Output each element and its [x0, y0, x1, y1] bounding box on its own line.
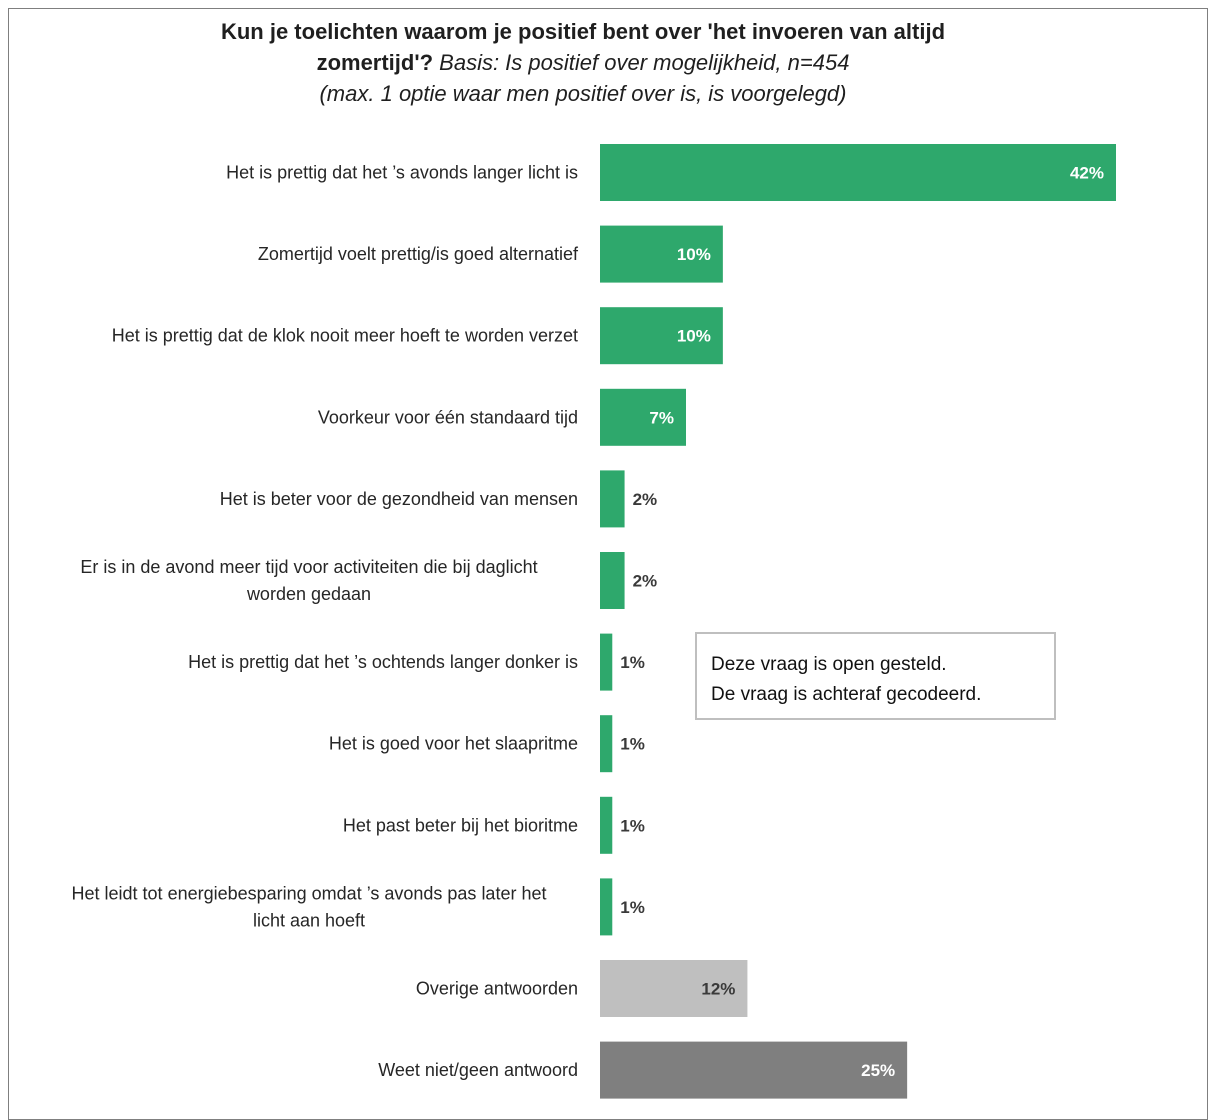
title-line-2-basis: Basis: Is positief over mogelijkheid, n=…: [439, 50, 850, 75]
category-label-8: Het is goed voor het slaapritme: [329, 734, 578, 754]
title-line-3: (max. 1 optie waar men positief over is,…: [319, 81, 847, 106]
title-line-2-bold: zomertijd'?: [316, 50, 434, 75]
bar-9: [600, 796, 613, 854]
value-label-9: 1%: [620, 816, 645, 835]
bar-11: [600, 960, 748, 1017]
bar-1: [600, 144, 1116, 201]
title-line-1: Kun je toelichten waarom je positief ben…: [220, 19, 946, 44]
chart-title: Kun je toelichten waarom je positief ben…: [0, 16, 1166, 109]
annotation-line-2: De vraag is achteraf gecodeerd.: [711, 684, 982, 705]
value-label-1: 42%: [1070, 164, 1104, 183]
bar-3: [600, 307, 723, 365]
annotation-box: Deze vraag is open gesteld. De vraag is …: [695, 632, 1056, 720]
value-label-5: 2%: [633, 490, 658, 509]
value-label-2: 10%: [677, 245, 711, 264]
title-line-2: zomertijd'? Basis: Is positief over moge…: [0, 47, 1166, 78]
category-label-6-line-1: Er is in de avond meer tijd voor activit…: [80, 557, 537, 577]
value-label-8: 1%: [620, 735, 645, 754]
category-label-10-line-2: licht aan hoeft: [253, 910, 365, 930]
bar-7: [600, 633, 613, 691]
category-label-11: Overige antwoorden: [416, 979, 578, 999]
category-label-5: Het is beter voor de gezondheid van mens…: [220, 489, 578, 509]
category-label-7: Het is prettig dat het ’s ochtends lange…: [188, 652, 578, 672]
value-label-6: 2%: [633, 572, 658, 591]
category-label-12: Weet niet/geen antwoord: [378, 1060, 578, 1080]
category-label-2: Zomertijd voelt prettig/is goed alternat…: [258, 244, 579, 264]
value-label-10: 1%: [620, 898, 645, 917]
value-label-12: 25%: [861, 1061, 895, 1080]
bar-2: [600, 225, 723, 283]
bar-12: [600, 1041, 908, 1099]
annotation-line-1: Deze vraag is open gesteld.: [711, 654, 947, 675]
value-label-7: 1%: [620, 653, 645, 672]
bar-6: [600, 552, 625, 609]
category-label-3: Het is prettig dat de klok nooit meer ho…: [112, 326, 578, 346]
category-label-1: Het is prettig dat het ’s avonds langer …: [226, 163, 578, 183]
bar-5: [600, 470, 625, 528]
category-label-10-line-1: Het leidt tot energiebesparing omdat ’s …: [72, 883, 547, 903]
bar-4: [600, 388, 686, 446]
value-label-4: 7%: [649, 408, 674, 427]
category-label-6-line-2: worden gedaan: [246, 584, 371, 604]
bar-8: [600, 715, 613, 773]
category-label-9: Het past beter bij het bioritme: [343, 815, 578, 835]
bar-10: [600, 878, 613, 936]
value-label-11: 12%: [701, 980, 735, 999]
value-label-3: 10%: [677, 327, 711, 346]
category-label-4: Voorkeur voor één standaard tijd: [318, 407, 578, 427]
